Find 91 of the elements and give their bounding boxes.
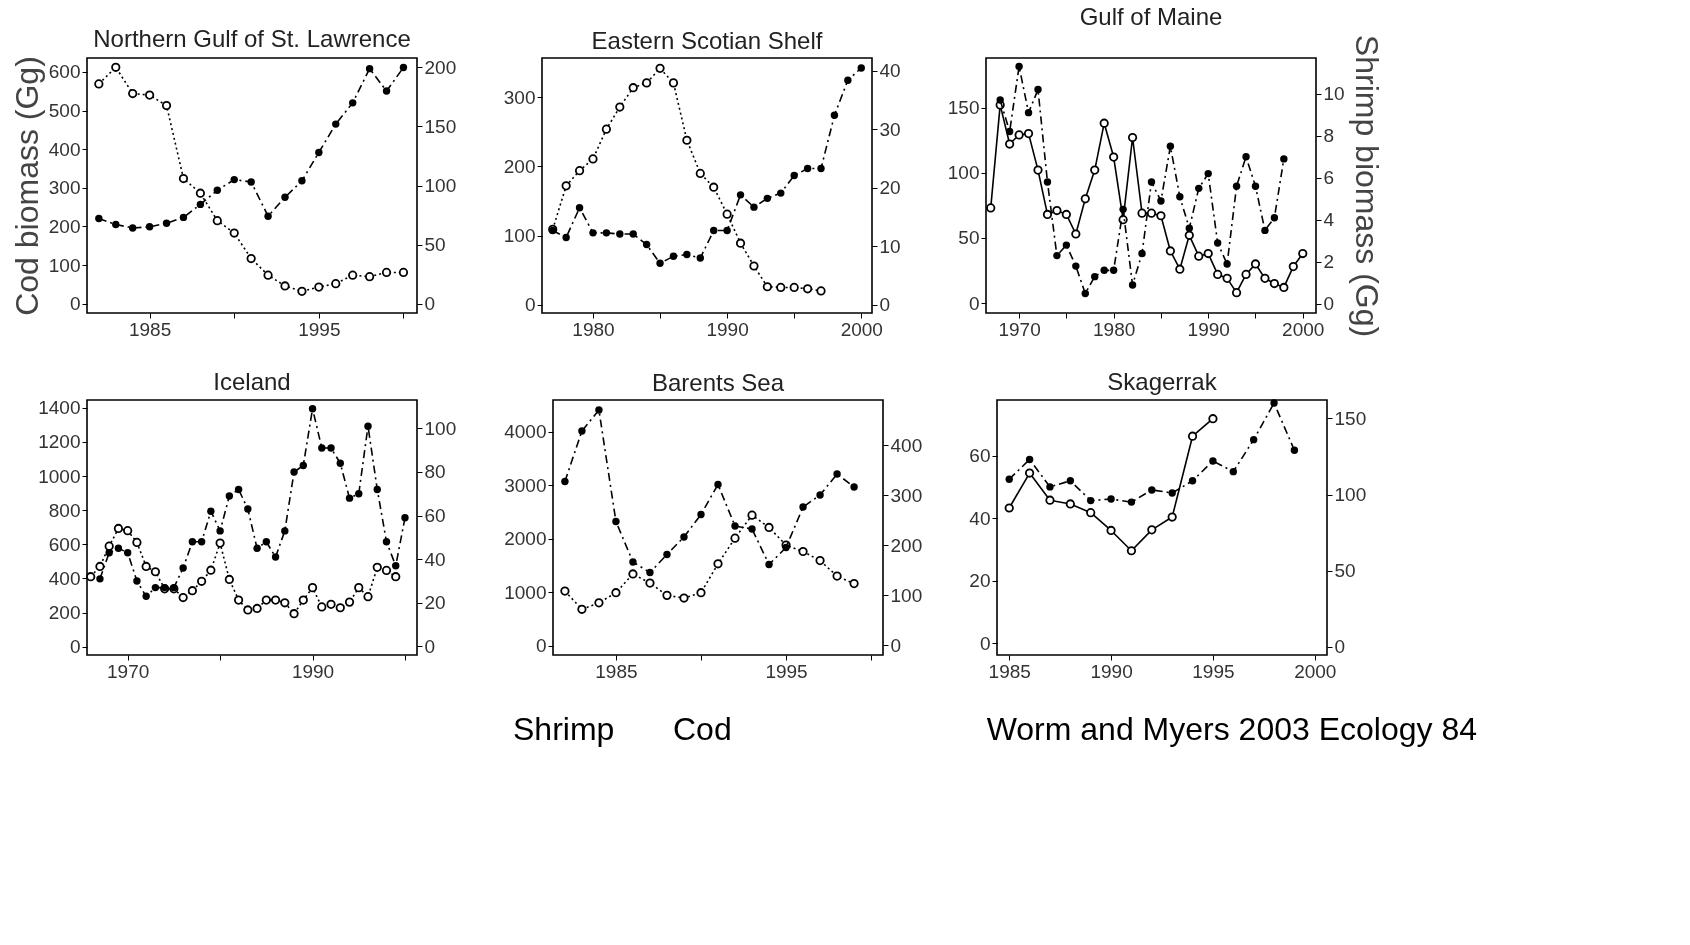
y-tick-label: 150 bbox=[947, 97, 980, 119]
y2-tick-label: 0 bbox=[1334, 636, 1346, 658]
chart-title: Iceland bbox=[213, 367, 291, 395]
y-tick-label: 2000 bbox=[504, 528, 547, 550]
y-tick-label: 200 bbox=[48, 215, 81, 237]
y2-tick-label: 200 bbox=[890, 534, 923, 556]
y2-tick-label: 50 bbox=[424, 234, 446, 256]
x-tick-label: 1980 bbox=[1093, 318, 1136, 340]
y-tick-label: 600 bbox=[48, 533, 81, 555]
x-tick-label: 1995 bbox=[765, 660, 808, 682]
y-tick-label: 0 bbox=[524, 294, 536, 316]
y-tick-label: 100 bbox=[503, 225, 536, 247]
y-tick-label: 0 bbox=[535, 635, 547, 657]
y-tick-label: 600 bbox=[48, 61, 81, 83]
y-tick-label: 1400 bbox=[38, 397, 81, 419]
x-tick-label: 1985 bbox=[988, 660, 1031, 682]
y-tick-label: 0 bbox=[69, 293, 81, 315]
y2-tick-label: 40 bbox=[424, 548, 446, 570]
y2-tick-label: 0 bbox=[879, 294, 891, 316]
x-tick-label: 1995 bbox=[1192, 660, 1235, 682]
y-tick-label: 500 bbox=[48, 100, 81, 122]
y2-tick-label: 4 bbox=[1323, 209, 1335, 231]
x-tick-label: 1985 bbox=[128, 318, 172, 340]
y-tick-label: 1000 bbox=[504, 581, 547, 603]
y-tick-label: 100 bbox=[48, 254, 81, 276]
chart-title: Northern Gulf of St. Lawrence bbox=[93, 24, 411, 52]
y2-tick-label: 20 bbox=[424, 592, 446, 614]
y-tick-label: 300 bbox=[503, 86, 536, 108]
y2-tick-label: 400 bbox=[890, 434, 923, 456]
y-tick-label: 0 bbox=[979, 632, 991, 654]
x-tick-label: 1970 bbox=[998, 318, 1041, 340]
x-tick-label: 1990 bbox=[291, 660, 335, 682]
x-tick-label: 1990 bbox=[706, 318, 749, 340]
y2-tick-label: 100 bbox=[1334, 484, 1367, 505]
y2-tick-label: 200 bbox=[424, 56, 457, 78]
chart-title: Gulf of Maine bbox=[1079, 3, 1223, 31]
y-tick-label: 40 bbox=[969, 507, 991, 529]
y-tick-label: 60 bbox=[969, 445, 991, 467]
y-tick-label: 0 bbox=[69, 636, 81, 658]
y2-tick-label: 100 bbox=[424, 417, 457, 439]
y2-tick-label: 60 bbox=[424, 505, 446, 527]
y-tick-label: 3000 bbox=[504, 474, 547, 496]
y-tick-label: 20 bbox=[969, 570, 991, 592]
y2-tick-label: 10 bbox=[1323, 83, 1345, 105]
y-tick-label: 200 bbox=[503, 156, 536, 177]
y2-tick-label: 2 bbox=[1323, 251, 1335, 273]
y2-tick-label: 6 bbox=[1323, 167, 1335, 189]
y2-tick-label: 100 bbox=[890, 584, 923, 606]
x-tick-label: 1980 bbox=[572, 318, 615, 340]
y-tick-label: 100 bbox=[947, 162, 980, 184]
y2-tick-label: 150 bbox=[424, 115, 457, 137]
text: Worm and Myers 2003 Ecology 84 bbox=[986, 711, 1477, 747]
y2-tick-label: 100 bbox=[424, 175, 457, 196]
y2-tick-label: 40 bbox=[879, 60, 901, 82]
y2-tick-label: 8 bbox=[1323, 125, 1335, 147]
y2-tick-label: 150 bbox=[1334, 407, 1367, 429]
x-tick-label: 2000 bbox=[1282, 318, 1325, 340]
y2-tick-label: 30 bbox=[879, 118, 901, 140]
y-tick-label: 400 bbox=[48, 567, 81, 589]
x-tick-label: 2000 bbox=[1294, 660, 1337, 682]
chart-title: Barents Sea bbox=[651, 369, 785, 396]
y2-tick-label: 0 bbox=[424, 293, 436, 315]
y-tick-label: 50 bbox=[958, 227, 980, 249]
x-tick-label: 1995 bbox=[298, 318, 341, 340]
y-tick-label: 300 bbox=[48, 177, 81, 199]
y2-tick-label: 10 bbox=[879, 235, 901, 257]
y2-tick-label: 0 bbox=[890, 634, 902, 656]
y2-axis-title: Shrimp biomass (Gg) bbox=[1348, 34, 1385, 338]
text: Cod bbox=[673, 711, 732, 747]
y-tick-label: 0 bbox=[968, 292, 980, 314]
y2-tick-label: 50 bbox=[1334, 560, 1356, 582]
y2-tick-label: 0 bbox=[424, 635, 436, 657]
y-tick-label: 800 bbox=[48, 499, 81, 521]
x-tick-label: 1985 bbox=[595, 660, 638, 682]
y-tick-label: 4000 bbox=[504, 421, 547, 443]
x-tick-label: 1990 bbox=[1090, 660, 1133, 682]
chart-title: Eastern Scotian Shelf bbox=[591, 27, 823, 54]
y2-tick-label: 80 bbox=[424, 461, 446, 483]
y-tick-label: 400 bbox=[48, 138, 81, 160]
x-tick-label: 1990 bbox=[1187, 318, 1230, 340]
y-tick-label: 1200 bbox=[38, 431, 81, 453]
x-tick-label: 1970 bbox=[107, 660, 150, 682]
x-tick-label: 2000 bbox=[840, 318, 883, 340]
y2-tick-label: 0 bbox=[1323, 293, 1335, 315]
chart-title: Skagerrak bbox=[1107, 368, 1218, 396]
text: Shrimp bbox=[513, 711, 615, 747]
y2-tick-label: 20 bbox=[879, 177, 901, 199]
y2-tick-label: 300 bbox=[890, 484, 923, 506]
y-axis-title: Cod biomass (Gg) bbox=[8, 56, 45, 316]
y-tick-label: 200 bbox=[48, 602, 81, 624]
y-tick-label: 1000 bbox=[38, 465, 81, 487]
